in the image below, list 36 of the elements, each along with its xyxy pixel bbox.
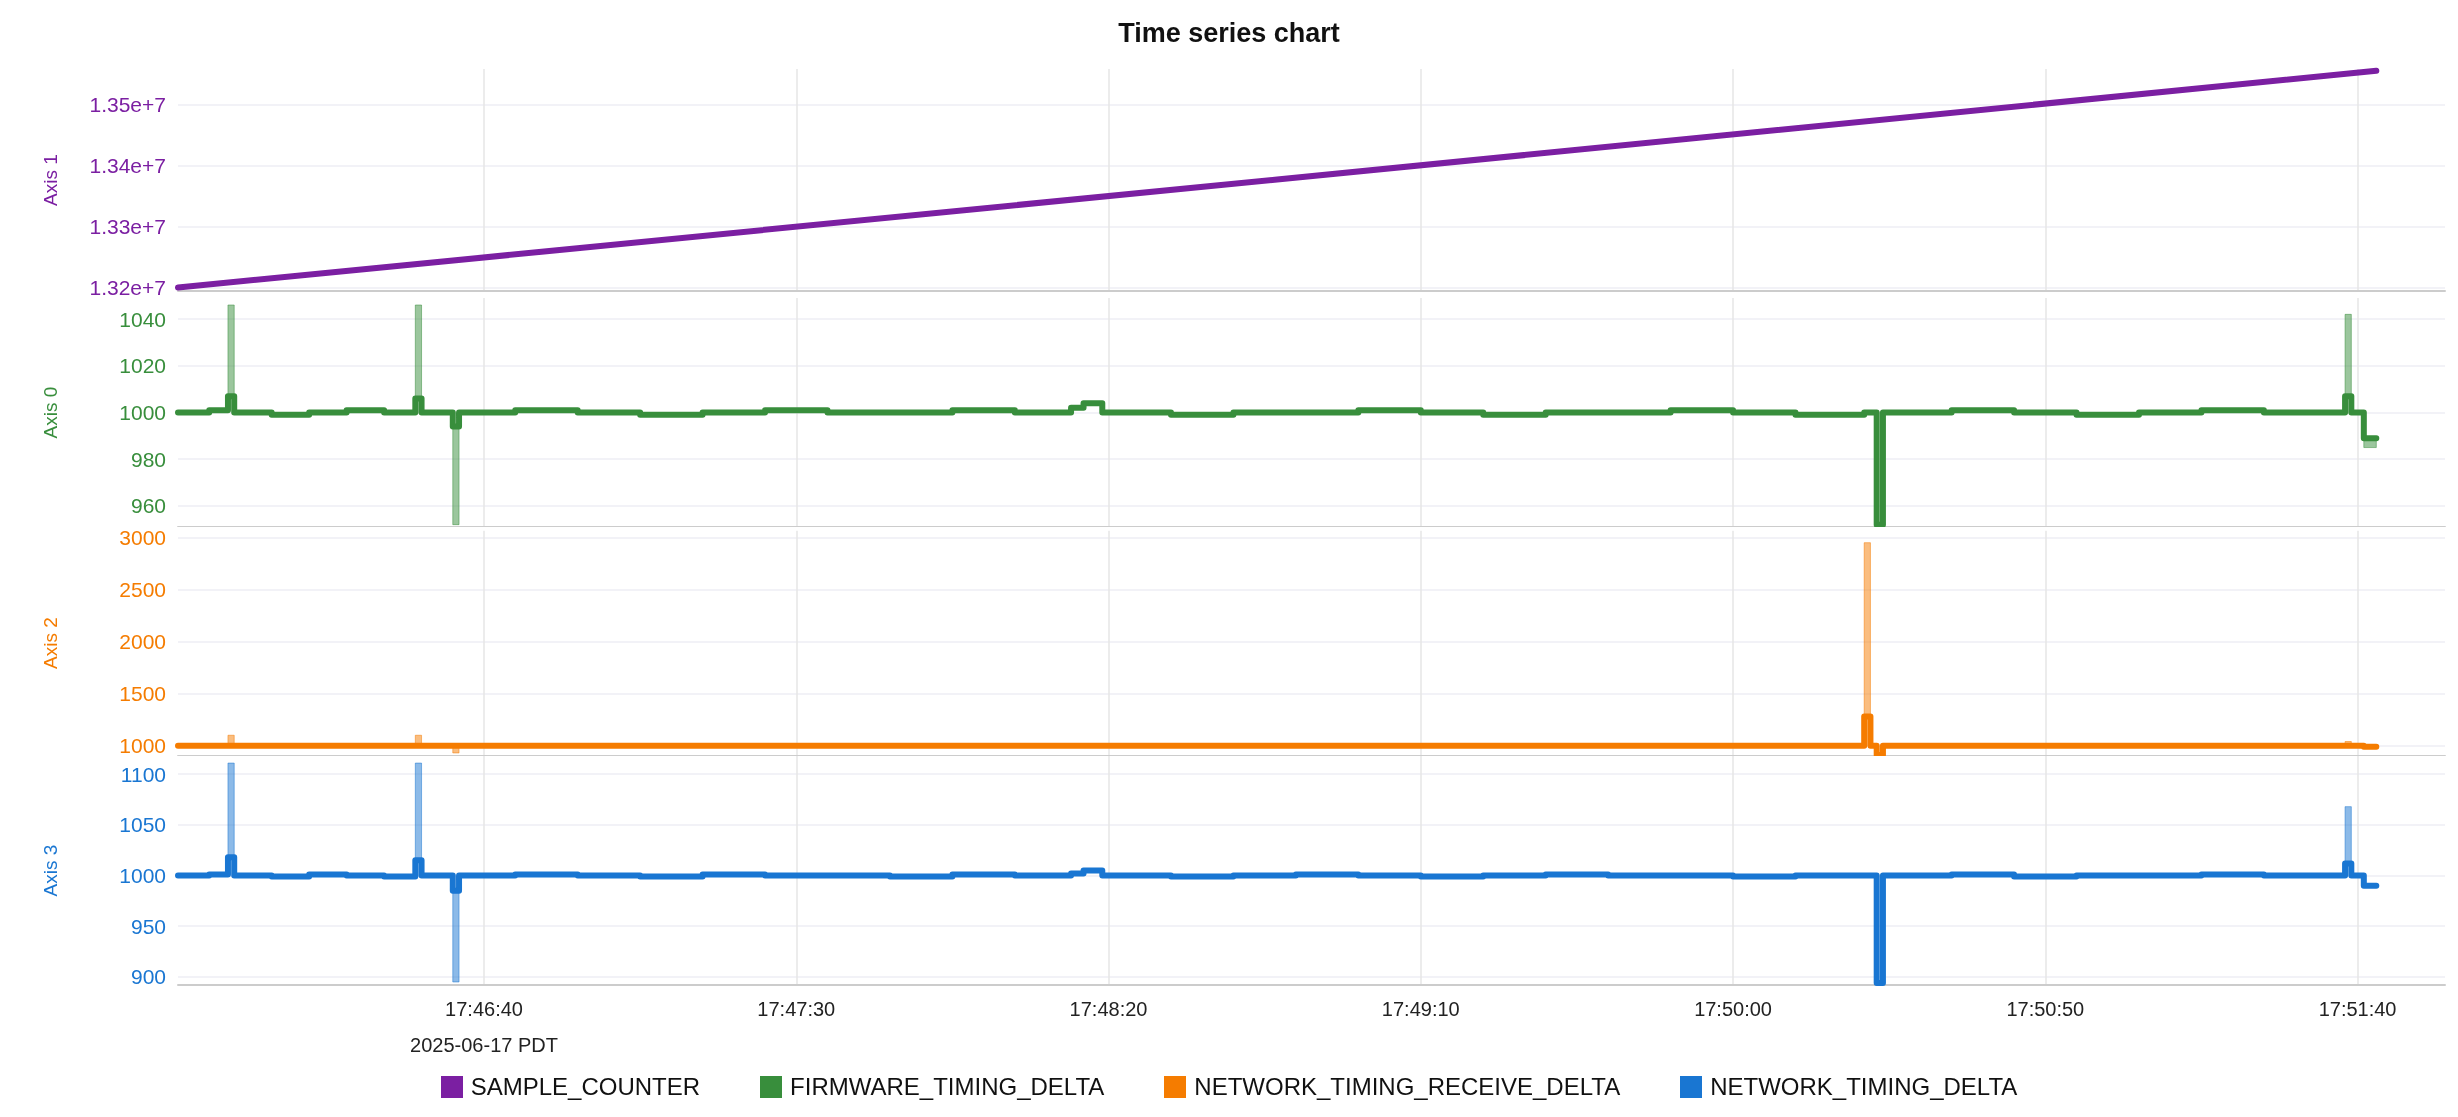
y-tick-label: 2000: [119, 630, 166, 654]
y-tick-label: 980: [130, 447, 166, 471]
y-tick-label: 2500: [119, 578, 166, 602]
x-tick-label: 17:46:40: [445, 998, 523, 1020]
y-axis-title: Axis 2: [40, 617, 61, 670]
legend-label: NETWORK_TIMING_DELTA: [1710, 1073, 2018, 1101]
x-tick-label: 17:50:50: [2006, 998, 2085, 1020]
y-tick-label: 1000: [119, 734, 166, 758]
y-tick-label: 1000: [119, 401, 166, 424]
x-tick-label: 17:51:40: [2318, 998, 2397, 1020]
y-tick-label: 1040: [119, 307, 166, 331]
y-tick-label: 900: [130, 965, 166, 989]
y-tick-label: 1.32e+7: [89, 276, 166, 299]
y-axis-title: Axis 3: [40, 844, 61, 897]
y-tick-label: 1050: [119, 813, 166, 837]
x-tick-label: 17:47:30: [757, 998, 836, 1020]
y-tick-label: 1.33e+7: [89, 214, 166, 238]
y-tick-label: 1.35e+7: [89, 92, 166, 116]
y-tick-label: 1.34e+7: [89, 153, 166, 177]
y-tick-label: 1500: [119, 682, 166, 706]
y-tick-label: 960: [130, 494, 166, 518]
legend-label: FIRMWARE_TIMING_DELTA: [790, 1073, 1105, 1101]
chart-title: Time series chart: [1118, 17, 1340, 48]
y-tick-label: 950: [130, 914, 166, 938]
y-tick-label: 1000: [119, 864, 166, 888]
legend-label: SAMPLE_COUNTER: [470, 1073, 701, 1101]
y-tick-label: 1100: [120, 762, 166, 786]
y-tick-label: 3000: [119, 525, 166, 549]
x-tick-label: 17:50:00: [1694, 998, 1772, 1020]
x-tick-label: 17:48:20: [1069, 998, 1148, 1020]
y-axis-title: Axis 0: [40, 386, 61, 439]
legend-label: NETWORK_TIMING_RECEIVE_DELTA: [1194, 1073, 1621, 1101]
y-tick-label: 1020: [119, 354, 166, 378]
text: 2025-06-17 PDT: [410, 1034, 558, 1056]
x-tick-label: 17:49:10: [1381, 998, 1460, 1020]
y-axis-title: Axis 1: [40, 154, 61, 206]
